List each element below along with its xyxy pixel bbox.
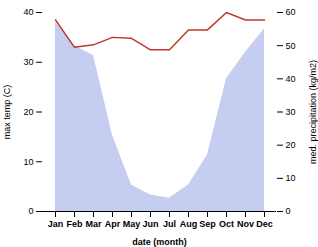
- svg-text:Aug: Aug: [180, 219, 198, 229]
- svg-text:30: 30: [286, 107, 296, 117]
- svg-text:60: 60: [286, 7, 296, 17]
- svg-text:0: 0: [286, 206, 291, 216]
- svg-text:Jan: Jan: [48, 219, 64, 229]
- svg-text:Sep: Sep: [199, 219, 216, 229]
- svg-text:10: 10: [286, 173, 296, 183]
- svg-text:May: May: [123, 219, 141, 229]
- svg-text:20: 20: [286, 140, 296, 150]
- svg-text:med. precipitation (kg/m2): med. precipitation (kg/m2): [308, 60, 318, 164]
- svg-text:0: 0: [28, 206, 33, 216]
- svg-text:40: 40: [286, 74, 296, 84]
- svg-text:Apr: Apr: [105, 219, 121, 229]
- svg-text:date (month): date (month): [132, 237, 187, 247]
- svg-text:50: 50: [286, 41, 296, 51]
- svg-text:Nov: Nov: [237, 219, 254, 229]
- svg-text:Feb: Feb: [66, 219, 83, 229]
- svg-text:Dec: Dec: [256, 219, 273, 229]
- svg-text:10: 10: [23, 157, 33, 167]
- svg-text:20: 20: [23, 107, 33, 117]
- svg-text:30: 30: [23, 57, 33, 67]
- svg-text:Jun: Jun: [142, 219, 158, 229]
- svg-text:40: 40: [23, 7, 33, 17]
- svg-text:Mar: Mar: [85, 219, 102, 229]
- svg-text:Oct: Oct: [219, 219, 234, 229]
- svg-text:Jul: Jul: [163, 219, 176, 229]
- svg-text:max temp (C): max temp (C): [2, 85, 12, 140]
